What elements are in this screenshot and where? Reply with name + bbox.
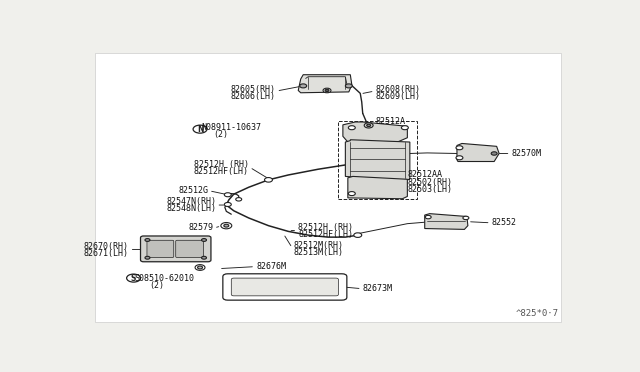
Text: 82670(RH): 82670(RH) <box>84 242 129 251</box>
FancyBboxPatch shape <box>223 274 347 300</box>
Text: S: S <box>131 273 136 283</box>
Circle shape <box>225 202 231 206</box>
Text: 82512A: 82512A <box>375 118 405 126</box>
Text: 82673M: 82673M <box>363 284 393 293</box>
Circle shape <box>127 274 141 282</box>
Circle shape <box>456 156 463 160</box>
Polygon shape <box>346 140 410 181</box>
Circle shape <box>198 266 202 269</box>
Polygon shape <box>425 214 468 230</box>
FancyBboxPatch shape <box>141 236 211 262</box>
Circle shape <box>225 193 231 197</box>
Text: 82671(LH): 82671(LH) <box>84 248 129 258</box>
Circle shape <box>325 89 329 92</box>
Text: N: N <box>196 125 204 134</box>
Text: 82579: 82579 <box>189 224 214 232</box>
Text: 82676M: 82676M <box>256 262 286 271</box>
FancyBboxPatch shape <box>231 278 339 296</box>
Text: 82548N(LH): 82548N(LH) <box>166 204 216 213</box>
Circle shape <box>425 215 431 219</box>
Text: 82547N(RH): 82547N(RH) <box>166 197 216 206</box>
Circle shape <box>463 216 469 219</box>
Bar <box>338 121 417 199</box>
Circle shape <box>145 256 150 259</box>
FancyBboxPatch shape <box>147 240 173 257</box>
Text: N08911-10637: N08911-10637 <box>202 123 262 132</box>
Text: 82552: 82552 <box>492 218 516 227</box>
Polygon shape <box>348 176 408 199</box>
Circle shape <box>354 233 362 237</box>
Circle shape <box>491 152 497 155</box>
Circle shape <box>202 238 207 241</box>
Text: 82512G: 82512G <box>179 186 209 195</box>
Circle shape <box>145 238 150 241</box>
Text: 82503(LH): 82503(LH) <box>408 185 452 194</box>
Text: 82512HF(LH): 82512HF(LH) <box>298 230 353 239</box>
Circle shape <box>348 126 355 130</box>
Circle shape <box>346 84 352 88</box>
Circle shape <box>401 126 408 130</box>
Text: 82606(LH): 82606(LH) <box>231 92 276 101</box>
Circle shape <box>202 256 207 259</box>
Circle shape <box>193 125 207 133</box>
FancyBboxPatch shape <box>176 240 204 257</box>
Text: 82605(RH): 82605(RH) <box>231 84 276 93</box>
Circle shape <box>348 192 355 196</box>
Circle shape <box>323 88 331 93</box>
Circle shape <box>236 198 242 201</box>
Polygon shape <box>457 144 499 161</box>
Text: (2): (2) <box>150 281 164 290</box>
Circle shape <box>264 177 273 182</box>
Text: 82512HF(LH): 82512HF(LH) <box>194 167 249 176</box>
Text: 82570M: 82570M <box>511 149 541 158</box>
Text: (2): (2) <box>213 129 228 138</box>
Text: 82512H (RH): 82512H (RH) <box>298 223 353 232</box>
Text: S08510-62010: S08510-62010 <box>134 275 195 283</box>
Polygon shape <box>298 75 352 93</box>
Text: 82512M(RH): 82512M(RH) <box>293 241 343 250</box>
Circle shape <box>367 124 371 126</box>
Text: 82513M(LH): 82513M(LH) <box>293 247 343 257</box>
Circle shape <box>221 222 232 229</box>
Text: 82512AA: 82512AA <box>408 170 442 179</box>
Circle shape <box>456 146 463 150</box>
Circle shape <box>364 123 373 128</box>
Text: 82608(RH): 82608(RH) <box>375 84 420 93</box>
Text: 82609(LH): 82609(LH) <box>375 92 420 101</box>
Circle shape <box>224 224 229 227</box>
Polygon shape <box>343 122 408 142</box>
Text: 82502(RH): 82502(RH) <box>408 178 452 187</box>
Text: ^825*0·7: ^825*0·7 <box>516 309 559 318</box>
Circle shape <box>300 84 307 88</box>
Text: 82512H (RH): 82512H (RH) <box>194 160 249 169</box>
Circle shape <box>195 264 205 270</box>
